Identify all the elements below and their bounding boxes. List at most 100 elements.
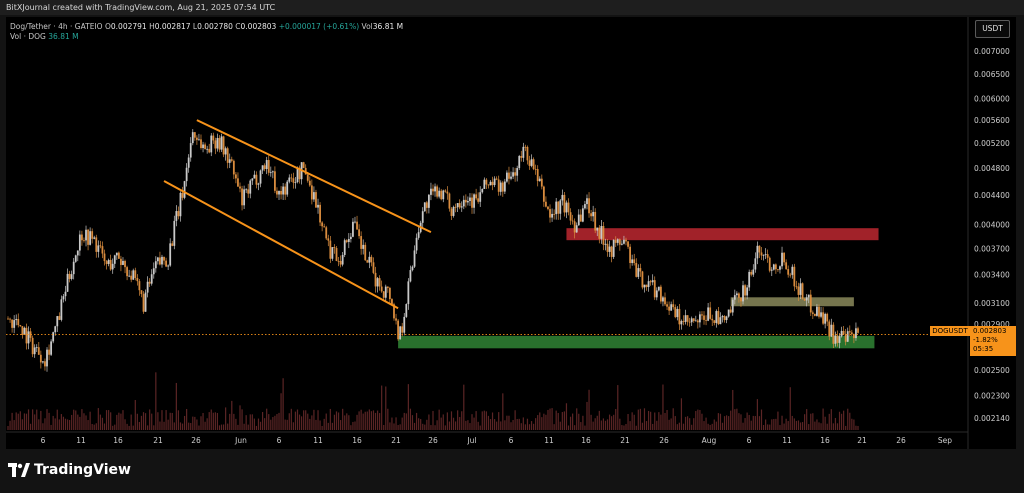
candle-body [446,191,449,194]
volume-bar [415,412,418,430]
volume-bar [795,420,798,430]
volume-bar [725,415,728,430]
candle-body [142,294,145,312]
volume-bar [413,422,416,430]
candle-body [156,257,159,262]
candle-body [844,334,847,342]
volume-bar [329,408,331,430]
volume-bar [849,412,851,430]
volume-bar [274,415,276,430]
chart-area[interactable]: 0.0021400.0023000.0025000.0027000.002900… [6,17,1016,449]
candle-body [403,316,406,333]
candle-body [764,254,767,256]
volume-bar [645,421,648,430]
candle-body [216,138,219,149]
candle-body [354,221,356,223]
candle-body [120,258,122,265]
candle-body [388,287,391,300]
candle-body [493,178,496,186]
candle-body [411,266,414,271]
candle-body [518,156,521,169]
volume-bar [210,409,212,430]
candle-body [532,159,535,170]
candle-body [694,320,697,322]
x-tick-label: Sep [938,436,952,445]
volume-bar [64,418,67,430]
tradingview-logo[interactable]: TradingView [8,462,131,478]
candle-body [356,221,358,230]
volume-bar [159,421,161,430]
candle-body [456,203,459,208]
candle-body [50,341,53,355]
candle-body [372,262,375,273]
volume-bar [356,414,358,430]
volume-bar [760,409,763,430]
volume-bar [108,410,110,430]
candle-body [37,347,40,355]
candle-body [74,255,77,262]
candle-body [567,202,570,213]
candle-body [766,254,769,258]
candle-body [366,260,369,263]
candlestick-chart[interactable]: 0.0021400.0023000.0025000.0027000.002900… [6,17,1016,449]
volume-bar [477,421,479,430]
volume-bar [140,415,143,430]
volume-bar [122,410,124,430]
currency-button[interactable]: USDT [975,20,1010,38]
volume-bar [444,425,446,430]
candle-body [579,214,582,222]
volume-bar [112,425,114,430]
volume-bar [284,419,286,430]
candle-body [752,269,755,275]
volume-bar [711,423,713,430]
volume-bar [97,408,99,430]
volume-bar [762,425,765,430]
candle-body [76,250,79,256]
candle-body [668,306,671,311]
candle-body [454,206,457,208]
candle-body [637,268,640,277]
candle-body [774,264,777,270]
candle-body [627,241,629,247]
volume-bar [528,424,531,430]
candle-body [608,246,611,252]
volume-bar [188,422,190,430]
candle-body [181,192,184,198]
volume-bar [493,419,496,430]
candle-body [438,190,441,197]
candle-body [44,361,46,367]
candle-body [68,273,71,279]
volume-bar [389,422,391,430]
candle-body [39,354,42,363]
volume-bar [699,409,701,430]
candle-body [762,254,765,256]
last-change: -1.82% [973,336,998,344]
volume-bar [294,411,297,430]
volume-bar [116,414,118,430]
volume-bar [463,384,465,430]
x-tick-label: 6 [41,436,46,445]
candle-body [596,227,599,231]
candle-body [616,239,619,243]
candle-body [573,221,576,233]
volume-bar [315,419,317,430]
volume-bar [793,418,795,430]
volume-bar [678,422,680,430]
volume-bar [608,414,611,430]
candle-body [551,213,553,218]
candle-body [729,309,732,313]
candle-body [35,347,38,349]
volume-bar [138,421,141,430]
candle-body [296,167,299,183]
volume-bar [559,421,561,430]
volume-bar [643,408,646,430]
candle-body [251,178,254,181]
candle-body [282,186,285,195]
candle-body [536,169,539,182]
candle-body [772,264,775,270]
volume-bar [773,418,775,430]
candle-body [425,202,428,208]
candle-body [664,297,666,305]
volume-bar [124,419,126,430]
volume-bar [767,424,769,430]
